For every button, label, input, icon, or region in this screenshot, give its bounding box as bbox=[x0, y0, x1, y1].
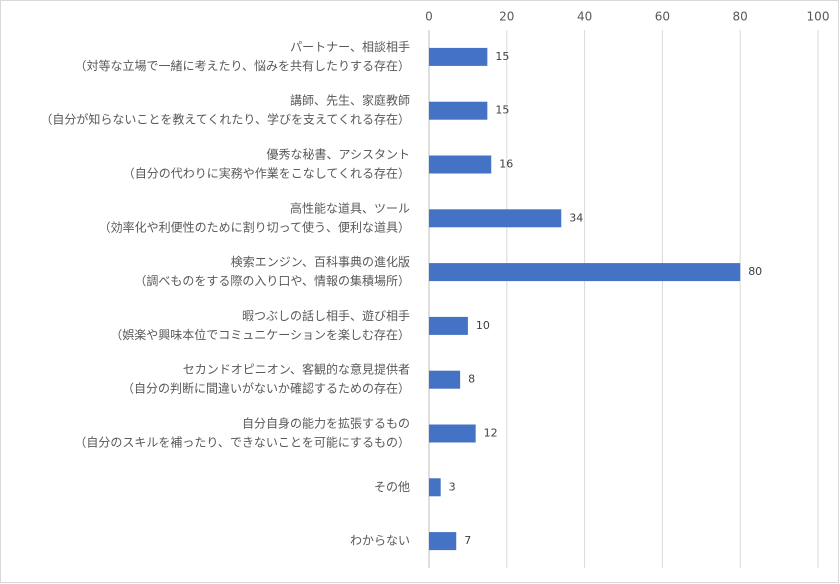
bar bbox=[429, 370, 461, 389]
y-tick-label: 暇つぶしの話し相手、遊び相手 bbox=[242, 308, 410, 323]
data-label: 34 bbox=[569, 211, 583, 224]
bar bbox=[429, 532, 457, 551]
y-tick-label: （自分のスキルを補ったり、できないことを可能にするもの） bbox=[74, 436, 410, 450]
data-label: 16 bbox=[499, 158, 513, 171]
x-tick-label: 100 bbox=[807, 10, 830, 24]
y-tick-label: わからない bbox=[350, 534, 410, 548]
data-label: 80 bbox=[748, 265, 762, 278]
bar bbox=[429, 155, 492, 174]
y-tick-label: 自分自身の能力を拡張するもの bbox=[242, 416, 410, 431]
y-tick-label: 高性能な道具、ツール bbox=[290, 200, 410, 215]
y-tick-label: その他 bbox=[374, 480, 410, 494]
y-tick-label: （自分の判断に間違いがないか確認するための存在） bbox=[122, 381, 410, 396]
bar bbox=[429, 316, 468, 335]
x-tick-label: 40 bbox=[577, 10, 592, 24]
x-tick-label: 80 bbox=[733, 10, 748, 24]
x-tick-label: 20 bbox=[499, 10, 514, 24]
y-tick-label: セカンドオピニオン、客観的な意見提供者 bbox=[183, 362, 410, 377]
y-tick-label: （対等な立場で一緒に考えたり、悩みを共有したりする存在） bbox=[74, 58, 410, 73]
y-tick-label: （効率化や利便性のために割り切って使う、便利な道具） bbox=[99, 219, 410, 234]
bar bbox=[429, 47, 488, 66]
data-label: 7 bbox=[464, 534, 471, 547]
y-tick-label: 講師、先生、家庭教師 bbox=[290, 93, 410, 108]
bar bbox=[429, 478, 441, 497]
bar bbox=[429, 424, 476, 443]
data-label: 15 bbox=[495, 50, 509, 63]
bar bbox=[429, 101, 488, 120]
data-label: 3 bbox=[449, 480, 456, 493]
y-tick-label: パートナー、相談相手 bbox=[290, 39, 410, 54]
x-tick-label: 0 bbox=[425, 10, 433, 24]
data-label: 12 bbox=[484, 427, 498, 440]
y-tick-label: （自分の代わりに実務や作業をこなしてくれる存在） bbox=[123, 166, 410, 181]
data-label: 10 bbox=[476, 319, 490, 332]
data-label: 8 bbox=[468, 373, 475, 386]
y-tick-label: （娯楽や興味本位でコミュニケーションを楽しむ存在） bbox=[110, 327, 410, 342]
bar bbox=[429, 263, 741, 282]
y-tick-label: （調べものをする際の入り口や、情報の集積場所） bbox=[134, 273, 410, 288]
bar bbox=[429, 209, 562, 228]
y-tick-label: （自分が知らないことを教えてくれたり、学びを支えてくれる存在） bbox=[40, 112, 410, 127]
y-tick-label: 検索エンジン、百科事典の進化版 bbox=[231, 255, 410, 269]
x-tick-label: 60 bbox=[655, 10, 670, 24]
y-tick-label: 優秀な秘書、アシスタント bbox=[266, 148, 410, 162]
data-label: 15 bbox=[495, 104, 509, 117]
